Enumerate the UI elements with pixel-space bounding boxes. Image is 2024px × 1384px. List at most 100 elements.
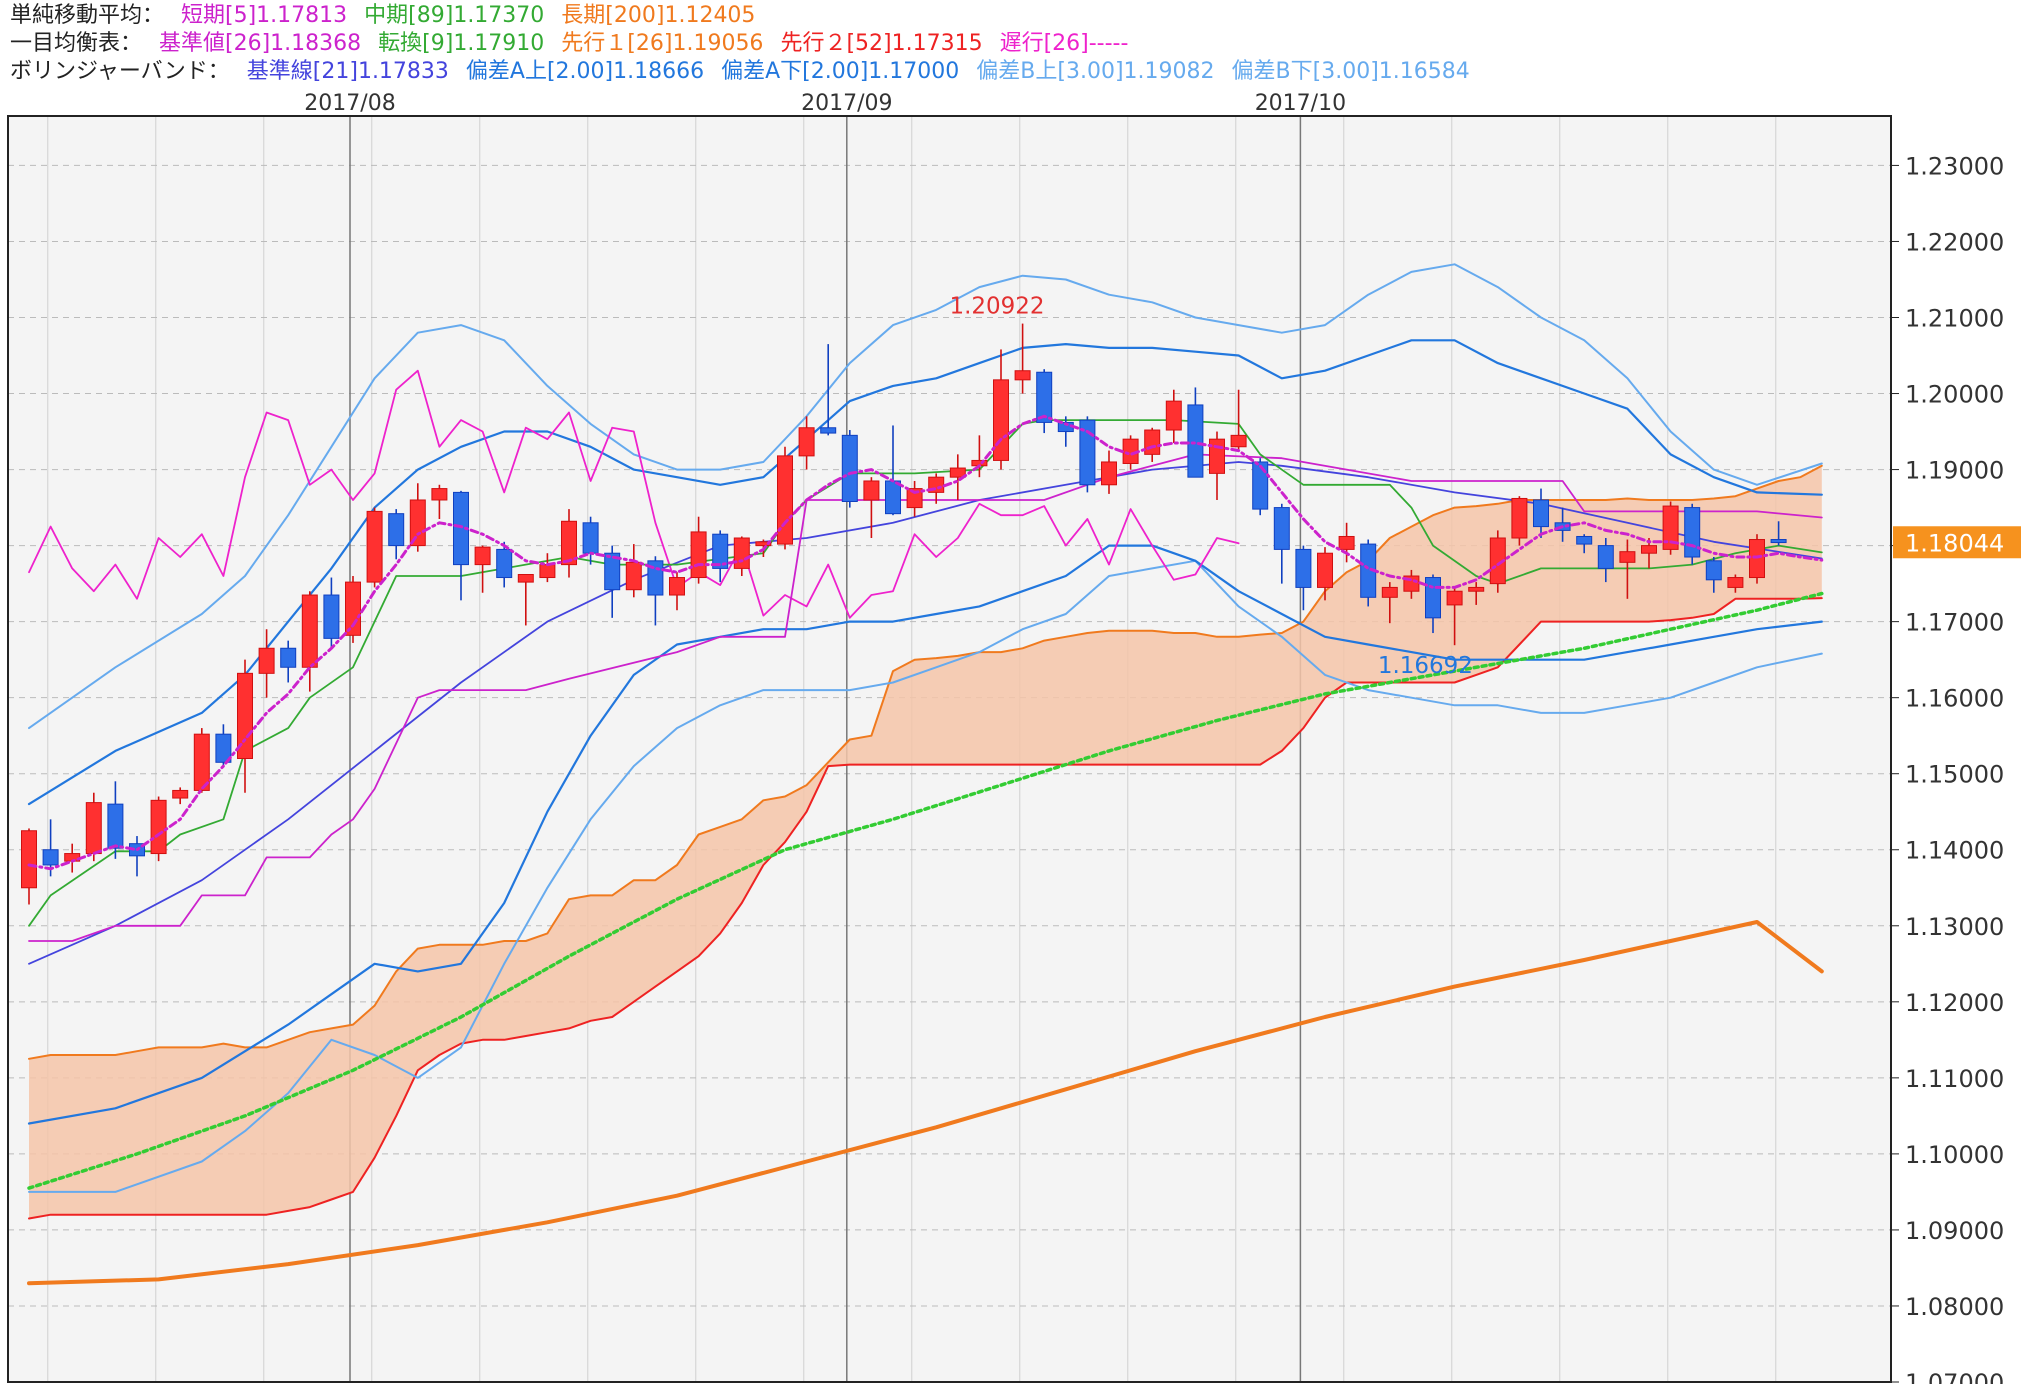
bollinger-a-upper: 偏差A上[2.00]1.18666 xyxy=(465,59,705,84)
plot-group xyxy=(8,116,1891,1382)
bollinger-b-upper: 偏差B上[3.00]1.19082 xyxy=(976,59,1215,84)
y-tick-label: 1.19000 xyxy=(1905,457,2004,485)
candle xyxy=(1597,538,1614,583)
bollinger-a-upper-line xyxy=(27,339,1823,806)
candle-body xyxy=(1684,507,1701,558)
low-annotation: 1.16692 xyxy=(1378,653,1473,679)
lagging-span-line xyxy=(28,369,1240,619)
candle-body xyxy=(1079,419,1096,486)
sma-title: 単純移動平均： xyxy=(10,3,165,28)
candle xyxy=(193,728,210,793)
bollinger-a-lower: 偏差A下[2.00]1.17000 xyxy=(721,59,960,84)
candle-body xyxy=(323,594,340,639)
ichimoku-cloud xyxy=(29,465,1822,1219)
candle xyxy=(733,536,750,577)
candle xyxy=(712,530,729,583)
candle xyxy=(215,724,232,767)
candle xyxy=(1705,557,1722,593)
candle-body xyxy=(1727,577,1744,588)
candle-body xyxy=(1036,371,1053,423)
sma-mid: 中期[89]1.17370 xyxy=(364,3,545,28)
candle-body xyxy=(733,537,750,569)
candle-body xyxy=(1749,539,1765,579)
y-tick-label: 1.14000 xyxy=(1905,837,2004,865)
y-tick-label: 1.15000 xyxy=(1905,761,2004,789)
candle-body xyxy=(561,520,577,566)
price-chart[interactable]: 1.20922 1.16692 1.23000 1.22000 1.21000 1.200… xyxy=(0,86,2024,1384)
candle-body xyxy=(258,647,275,674)
candle xyxy=(1511,496,1528,546)
base-line xyxy=(28,453,1823,942)
candle xyxy=(863,477,880,538)
candle xyxy=(323,577,340,649)
candle-body xyxy=(1295,548,1312,588)
ma89-line xyxy=(27,591,1824,1190)
ma5-line xyxy=(27,414,1824,871)
candle xyxy=(820,344,837,436)
candle-body xyxy=(1209,438,1225,474)
candle xyxy=(625,544,642,598)
high-annotation: 1.20922 xyxy=(949,294,1044,320)
candle xyxy=(280,640,297,683)
candle xyxy=(1165,389,1182,443)
y-tick-label: 1.07000 xyxy=(1905,1369,2004,1384)
candle xyxy=(1749,534,1765,584)
candle-body xyxy=(107,803,124,849)
candle xyxy=(1187,387,1204,478)
candle-body xyxy=(1317,552,1333,588)
y-tick-label: 1.20000 xyxy=(1905,381,2004,409)
candle xyxy=(561,509,577,578)
candle-body xyxy=(1641,545,1657,554)
candle-body xyxy=(1662,505,1679,550)
candle-body xyxy=(625,561,642,591)
candle xyxy=(1489,530,1506,593)
candle-body xyxy=(1338,535,1355,550)
candle xyxy=(431,484,448,519)
ichimoku-title: 一目均衡表： xyxy=(10,31,143,56)
candle xyxy=(777,446,793,550)
candle-body xyxy=(906,488,923,509)
candle-body xyxy=(669,577,685,596)
candle-body xyxy=(993,379,1009,461)
candle-body xyxy=(1511,497,1528,539)
candle-body xyxy=(1446,590,1463,606)
y-tick-label: 1.22000 xyxy=(1905,228,2004,256)
candle-body xyxy=(690,531,707,579)
candle xyxy=(993,349,1009,470)
candle-body xyxy=(841,434,858,503)
sma-long: 長期[200]1.12405 xyxy=(561,3,756,28)
ichimoku-legend: 一目均衡表： 基準値[26]1.18368 転換[9]1.17910 先行１[2… xyxy=(10,30,1138,58)
current-price-box xyxy=(1893,526,2021,559)
candle-body xyxy=(1144,429,1161,455)
sma-short: 短期[5]1.17813 xyxy=(181,3,348,28)
candle xyxy=(906,480,923,517)
candle-body xyxy=(949,467,966,478)
candle xyxy=(1252,458,1269,516)
leading-span-2-line xyxy=(28,597,1823,1220)
ichimoku-lagging: 遅行[26]----- xyxy=(999,31,1129,56)
candle xyxy=(258,629,275,698)
candle-body xyxy=(496,548,513,579)
candle-body xyxy=(755,541,772,547)
candle-body xyxy=(885,480,901,515)
month-label: 2017/08 xyxy=(304,91,395,116)
candle xyxy=(85,792,102,862)
candle-body xyxy=(1230,434,1247,448)
candle xyxy=(42,819,59,877)
ichimoku-base: 基準値[26]1.18368 xyxy=(159,31,362,56)
candle xyxy=(1230,389,1247,451)
candle xyxy=(669,572,685,611)
sma-legend: 単純移動平均： 短期[5]1.17813 中期[89]1.17370 長期[20… xyxy=(10,2,765,30)
candle xyxy=(150,796,167,862)
y-tick-label: 1.23000 xyxy=(1905,152,2004,180)
y-tick-label: 1.08000 xyxy=(1905,1293,2004,1321)
candle xyxy=(1727,574,1744,593)
candle-body xyxy=(21,830,37,889)
candle xyxy=(1662,501,1679,555)
candle-body xyxy=(1533,499,1549,528)
candle xyxy=(1360,539,1377,607)
candle-body xyxy=(215,733,232,763)
candle-body xyxy=(1619,551,1636,563)
ichimoku-lead2: 先行２[52]1.17315 xyxy=(780,31,983,56)
candle xyxy=(1533,488,1549,538)
